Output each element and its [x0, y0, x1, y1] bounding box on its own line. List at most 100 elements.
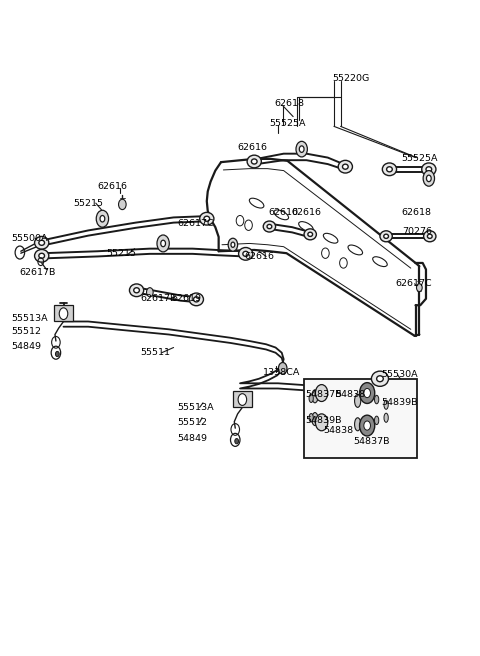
- Ellipse shape: [304, 229, 316, 240]
- Circle shape: [56, 352, 59, 357]
- Ellipse shape: [384, 413, 388, 422]
- Text: 62610: 62610: [268, 208, 299, 216]
- Circle shape: [360, 415, 375, 436]
- Text: 55220G: 55220G: [333, 74, 370, 83]
- Text: 62616: 62616: [97, 182, 128, 191]
- Ellipse shape: [39, 253, 45, 258]
- Ellipse shape: [243, 251, 249, 256]
- Text: 55525A: 55525A: [269, 119, 306, 128]
- Text: 62616: 62616: [238, 142, 268, 152]
- Circle shape: [161, 240, 166, 247]
- Circle shape: [296, 141, 307, 157]
- Circle shape: [228, 238, 238, 251]
- Ellipse shape: [355, 418, 361, 431]
- Circle shape: [119, 199, 126, 210]
- Text: 62616: 62616: [245, 252, 275, 261]
- Text: 55215: 55215: [106, 249, 136, 258]
- Circle shape: [231, 242, 235, 247]
- Ellipse shape: [239, 247, 253, 260]
- Ellipse shape: [309, 394, 313, 403]
- Text: 54839B: 54839B: [382, 398, 418, 407]
- Circle shape: [300, 146, 304, 152]
- Circle shape: [315, 414, 328, 431]
- Ellipse shape: [422, 163, 436, 176]
- Text: 54837B: 54837B: [353, 438, 389, 446]
- Ellipse shape: [374, 416, 379, 424]
- Bar: [233, 391, 252, 407]
- Ellipse shape: [342, 164, 348, 169]
- Ellipse shape: [324, 234, 338, 243]
- Text: 54838: 54838: [335, 390, 365, 399]
- Ellipse shape: [189, 293, 204, 306]
- Ellipse shape: [372, 371, 388, 386]
- Ellipse shape: [35, 249, 49, 262]
- Text: 70276: 70276: [402, 227, 432, 236]
- Ellipse shape: [384, 234, 388, 238]
- Ellipse shape: [130, 284, 144, 297]
- Text: 62617C: 62617C: [178, 219, 214, 228]
- Text: 62617B: 62617B: [19, 268, 56, 277]
- Circle shape: [417, 284, 422, 291]
- Ellipse shape: [384, 400, 388, 409]
- Ellipse shape: [308, 232, 312, 236]
- Ellipse shape: [386, 167, 392, 172]
- Text: 55530A: 55530A: [382, 371, 418, 379]
- Circle shape: [235, 439, 239, 443]
- Ellipse shape: [274, 210, 288, 220]
- Ellipse shape: [39, 240, 45, 245]
- Ellipse shape: [380, 231, 392, 242]
- Text: 55511: 55511: [140, 348, 170, 358]
- Text: 55525A: 55525A: [401, 154, 438, 163]
- Ellipse shape: [263, 221, 276, 232]
- Circle shape: [278, 363, 287, 374]
- Text: 55512: 55512: [178, 418, 207, 427]
- Text: 55500A: 55500A: [12, 234, 48, 243]
- Text: 1338CA: 1338CA: [263, 368, 300, 377]
- Circle shape: [426, 175, 431, 182]
- Ellipse shape: [193, 297, 199, 302]
- Text: 62619: 62619: [171, 295, 201, 303]
- Ellipse shape: [427, 234, 432, 238]
- Circle shape: [423, 171, 434, 186]
- Ellipse shape: [426, 167, 432, 172]
- Ellipse shape: [374, 396, 379, 404]
- Ellipse shape: [338, 160, 352, 173]
- Text: 62616: 62616: [291, 208, 321, 216]
- Text: 55513A: 55513A: [12, 314, 48, 323]
- Text: 62617C: 62617C: [396, 279, 432, 288]
- Ellipse shape: [204, 216, 210, 221]
- Ellipse shape: [252, 159, 257, 164]
- Ellipse shape: [372, 256, 387, 266]
- Ellipse shape: [348, 245, 362, 255]
- Circle shape: [315, 384, 328, 401]
- Text: 55512: 55512: [12, 327, 41, 336]
- Circle shape: [157, 235, 169, 252]
- Circle shape: [96, 211, 108, 227]
- Circle shape: [100, 215, 105, 222]
- Ellipse shape: [377, 376, 384, 382]
- Circle shape: [364, 388, 371, 398]
- Ellipse shape: [424, 231, 436, 242]
- Text: 54839B: 54839B: [305, 416, 342, 425]
- Ellipse shape: [299, 222, 313, 232]
- Bar: [304, 379, 417, 458]
- Circle shape: [364, 421, 371, 430]
- Text: 62618: 62618: [274, 99, 304, 108]
- Text: 62618: 62618: [401, 208, 432, 216]
- Ellipse shape: [383, 163, 396, 176]
- Ellipse shape: [247, 155, 261, 168]
- Text: 55215: 55215: [73, 199, 103, 207]
- Bar: [54, 305, 73, 321]
- Ellipse shape: [249, 198, 264, 208]
- Ellipse shape: [312, 390, 318, 403]
- Ellipse shape: [355, 394, 361, 407]
- Text: 55513A: 55513A: [178, 403, 214, 412]
- Text: 54849: 54849: [178, 434, 207, 443]
- Circle shape: [59, 308, 68, 319]
- Ellipse shape: [309, 413, 313, 422]
- Circle shape: [238, 394, 247, 405]
- Circle shape: [360, 382, 375, 403]
- Circle shape: [146, 288, 153, 297]
- Ellipse shape: [134, 288, 139, 293]
- Ellipse shape: [267, 224, 272, 229]
